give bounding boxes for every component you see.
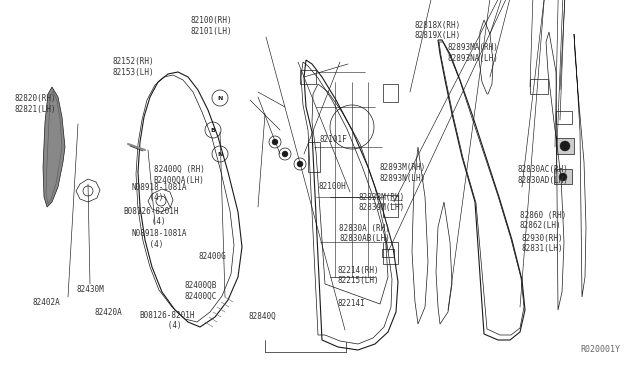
Bar [556,111,572,124]
Text: 82838M(RH)
82839M(LH): 82838M(RH) 82839M(LH) [358,193,404,212]
Text: 82402A: 82402A [32,298,60,307]
Text: N: N [218,96,223,100]
Text: 82101F: 82101F [320,135,348,144]
Bar [383,195,398,217]
Bar [383,84,398,102]
Text: 82930(RH)
82831(LH): 82930(RH) 82831(LH) [522,234,563,253]
Text: 82830A (RH)
82830AB(LH): 82830A (RH) 82830AB(LH) [339,224,390,243]
Text: 82100H: 82100H [319,182,346,191]
Text: R020001Y: R020001Y [580,345,620,354]
Bar [556,138,574,154]
Text: 82860 (RH)
82862(LH): 82860 (RH) 82862(LH) [520,211,566,230]
Text: 82818X(RH)
82819X(LH): 82818X(RH) 82819X(LH) [415,21,461,40]
Text: 82893MA(RH)
82893NA(LH): 82893MA(RH) 82893NA(LH) [448,43,499,62]
Text: B: B [211,128,216,132]
Text: N08918-1081A
    (4): N08918-1081A (4) [131,183,187,202]
Bar [308,142,320,172]
Circle shape [559,173,567,181]
Text: 82820(RH)
82821(LH): 82820(RH) 82821(LH) [14,94,56,114]
Text: 82430M: 82430M [77,285,104,294]
Text: 82100(RH)
82101(LH): 82100(RH) 82101(LH) [190,16,232,36]
Text: 82152(RH)
82153(LH): 82152(RH) 82153(LH) [112,57,154,77]
Text: 82840Q: 82840Q [248,312,276,321]
Bar [382,249,394,257]
Circle shape [560,141,570,151]
Text: 82400QB
82400QC: 82400QB 82400QC [184,281,217,301]
Polygon shape [43,87,65,207]
Bar [554,169,572,184]
Text: N08918-1081A
    (4): N08918-1081A (4) [131,229,187,248]
Text: 82214I: 82214I [338,299,365,308]
Text: 82893M(RH)
82893N(LH): 82893M(RH) 82893N(LH) [380,163,426,183]
Text: B08126-8201H
      (4): B08126-8201H (4) [124,207,179,226]
Circle shape [297,161,303,167]
Bar [300,70,316,84]
Text: N: N [218,151,223,157]
Bar [530,79,548,94]
Text: 82400Q (RH)
B2400QA(LH): 82400Q (RH) B2400QA(LH) [154,165,204,185]
Bar [383,242,398,264]
Text: 82420A: 82420A [95,308,122,317]
Text: B08126-8201H
      (4): B08126-8201H (4) [140,311,195,330]
Text: 82214(RH)
82215(LH): 82214(RH) 82215(LH) [338,266,380,285]
Text: 82400G: 82400G [198,252,226,261]
Circle shape [282,151,288,157]
Text: 82830AC(RH)
82830AD(LH): 82830AC(RH) 82830AD(LH) [517,165,568,185]
Circle shape [272,139,278,145]
